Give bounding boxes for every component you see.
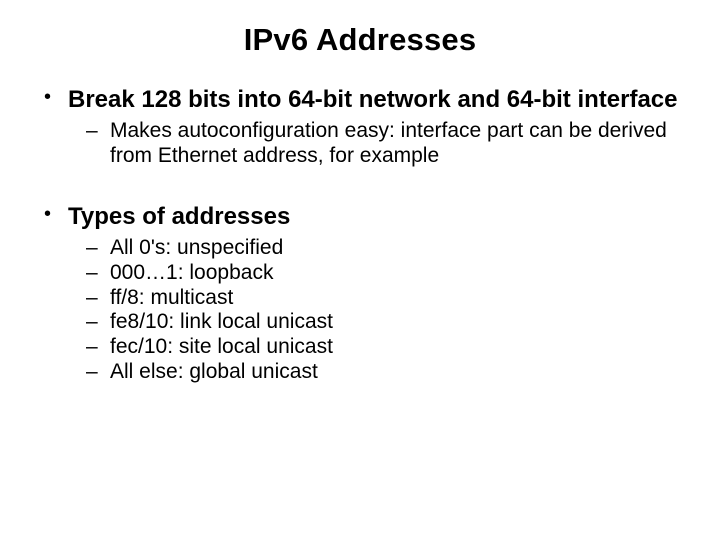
bullet-item: Types of addresses All 0's: unspecified … bbox=[40, 203, 680, 385]
sub-bullet-item: All else: global unicast bbox=[86, 360, 680, 385]
bullet-text: Break 128 bits into 64-bit network and 6… bbox=[68, 86, 678, 113]
spacer bbox=[40, 175, 680, 203]
sub-bullet-item: ff/8: multicast bbox=[86, 286, 680, 311]
sub-bullet-item: fec/10: site local unicast bbox=[86, 335, 680, 360]
sub-bullet-item: 000…1: loopback bbox=[86, 261, 680, 286]
bullet-list: Break 128 bits into 64-bit network and 6… bbox=[40, 86, 680, 169]
sub-bullet-item: All 0's: unspecified bbox=[86, 236, 680, 261]
sub-bullet-list: Makes autoconfiguration easy: interface … bbox=[68, 119, 680, 169]
slide: IPv6 Addresses Break 128 bits into 64-bi… bbox=[0, 0, 720, 540]
sub-bullet-item: Makes autoconfiguration easy: interface … bbox=[86, 119, 680, 169]
bullet-text: Types of addresses bbox=[68, 203, 290, 230]
slide-title: IPv6 Addresses bbox=[40, 22, 680, 58]
bullet-item: Break 128 bits into 64-bit network and 6… bbox=[40, 86, 680, 169]
bullet-list: Types of addresses All 0's: unspecified … bbox=[40, 203, 680, 385]
sub-bullet-list: All 0's: unspecified 000…1: loopback ff/… bbox=[68, 236, 680, 385]
sub-bullet-item: fe8/10: link local unicast bbox=[86, 310, 680, 335]
